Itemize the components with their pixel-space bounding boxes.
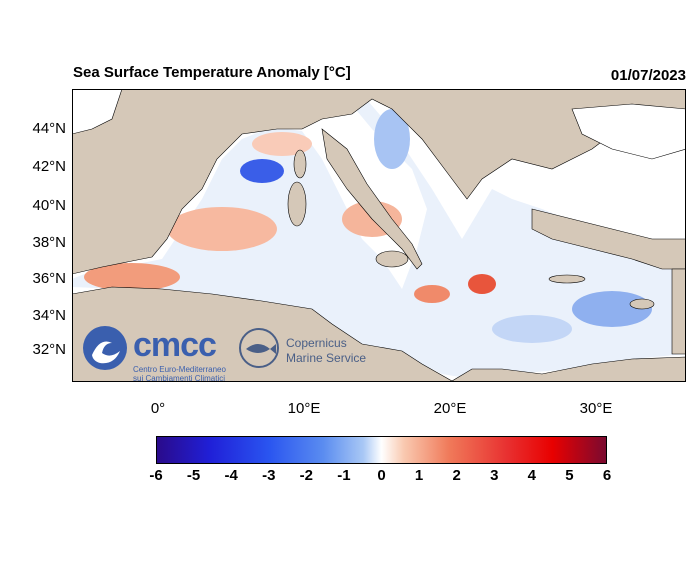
cool-anomaly-central [492,315,572,343]
anomaly-map [72,89,686,382]
colorbar-tick-label: 3 [490,467,499,484]
lon-label-20e: 20°E [433,400,467,417]
cmcc-subtitle-1: Centro Euro-Mediterraneo [133,365,226,374]
island-cyprus [629,298,655,310]
lat-label-40n: 40°N [32,197,66,214]
land-italy [321,128,423,270]
colorbar-tick-label: 1 [414,467,424,484]
warm-anomaly-libya [468,274,496,294]
copernicus-logo [238,327,280,374]
warm-anomaly-ionian [414,285,450,303]
island-sicily [375,250,409,268]
lon-label-30e: 30°E [579,400,613,417]
colorbar-tick-label: -1 [337,467,351,484]
copernicus-wordmark: Copernicus Marine Service [286,336,366,366]
cmcc-subtitle-2: sui Cambiamenti Climatici [133,374,226,383]
map-title: Sea Surface Temperature Anomaly [°C] [73,64,351,81]
cmcc-wave-icon [83,326,127,370]
island-crete [548,274,586,284]
no-data-atlantic [72,89,123,135]
cool-anomaly-levant [572,291,652,327]
map-frame [72,89,686,382]
colorbar-tick-label: -2 [299,467,313,484]
colorbar-gradient [156,436,607,464]
colorbar-tick-label: 4 [527,467,536,484]
no-data-black-sea [571,103,686,160]
copernicus-line-1: Copernicus [286,336,347,350]
lat-label-32n: 32°N [32,341,66,358]
lat-label-36n: 36°N [32,270,66,287]
lat-label-42n: 42°N [32,158,66,175]
island-sardinia [287,181,307,227]
fish-icon [239,328,279,368]
sea-region [72,94,686,379]
lat-label-38n: 38°N [32,234,66,251]
lon-label-0: 0° [150,400,166,417]
warm-anomaly-gulf-lion [252,132,312,156]
copernicus-line-2: Marine Service [286,351,367,365]
colorbar-tick-label: 2 [452,467,461,484]
colorbar [156,436,607,464]
cool-anomaly-ligurian [240,159,284,183]
lat-label-44n: 44°N [32,120,66,137]
colorbar-tick-label: 0 [377,467,386,484]
colorbar-tick-label: -6 [149,467,163,484]
land-europe [72,89,686,275]
cmcc-logo [82,325,128,376]
map-date: 01/07/2023 [610,67,686,84]
island-corsica [293,149,307,179]
lat-label-34n: 34°N [32,307,66,324]
colorbar-tick-label: -3 [262,467,276,484]
colorbar-tick-label: -4 [224,467,238,484]
warm-anomaly-alboran [84,263,180,291]
colorbar-tick-label: 6 [602,467,612,484]
cmcc-wordmark: cmcc Centro Euro-Mediterraneo sui Cambia… [133,326,226,383]
colorbar-tick-label: -5 [186,467,201,484]
cmcc-name: cmcc [133,326,217,364]
colorbar-tick-label: 5 [565,467,574,484]
land-africa [72,286,686,382]
warm-anomaly-balearic [167,207,277,251]
cool-anomaly-adriatic [374,109,410,169]
lon-label-10e: 10°E [287,400,321,417]
land-levant [671,268,686,355]
